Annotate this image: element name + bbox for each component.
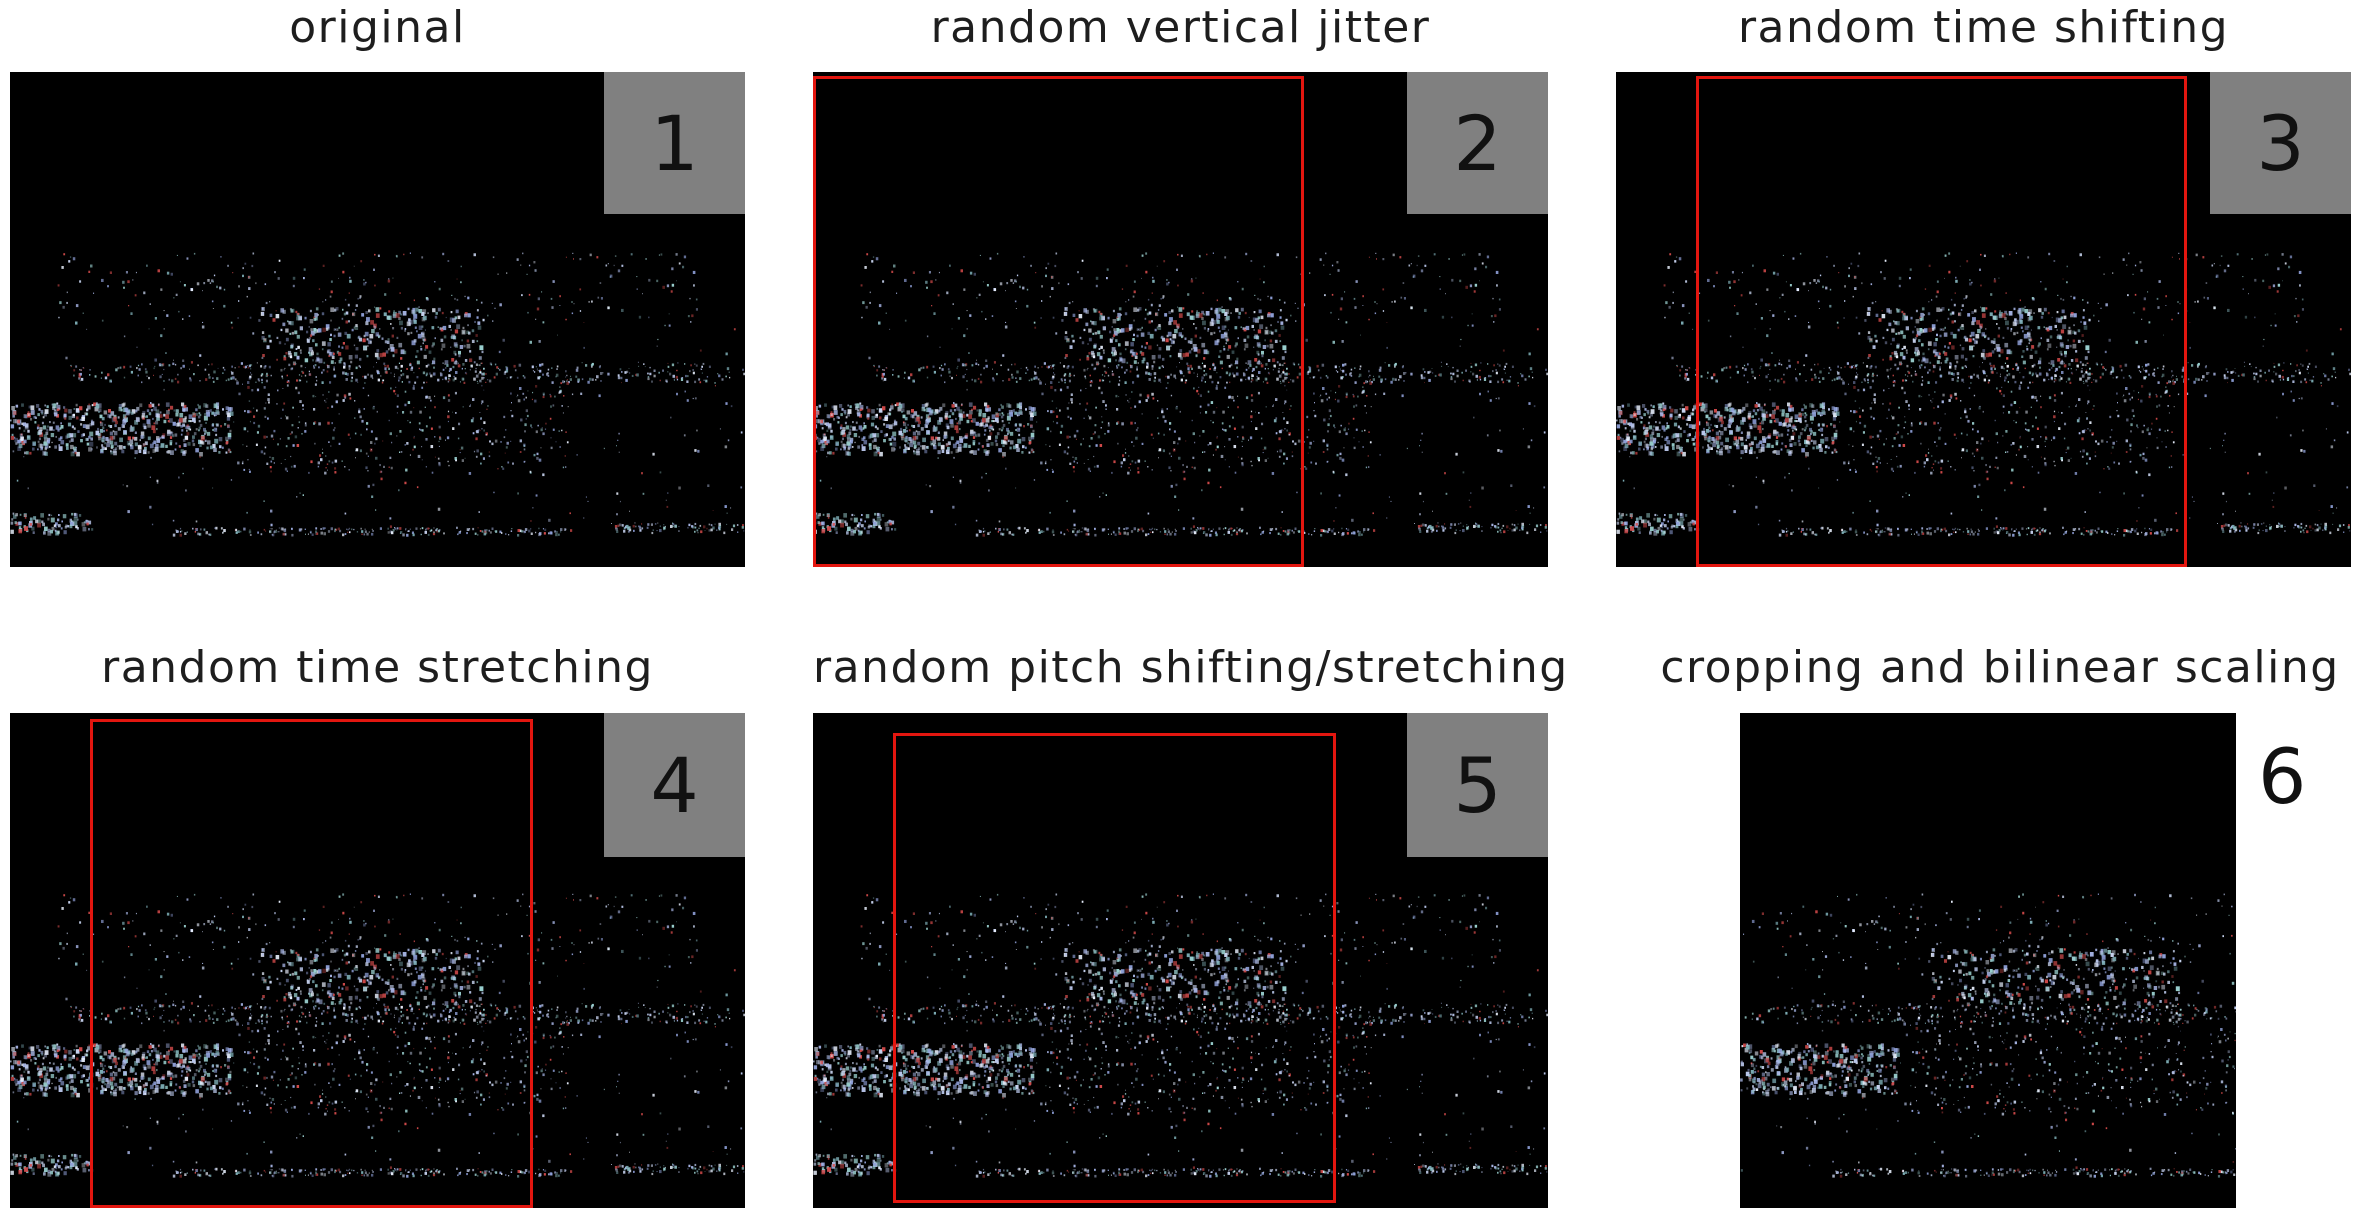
panel-number: 1 [604,72,745,214]
spectrogram-noise [10,252,745,537]
crop-box [90,719,533,1208]
spectrogram-noise [813,893,1548,1178]
spectrogram-noise [10,893,745,1178]
panel-title: original [289,2,466,53]
crop-box [813,76,1304,567]
panel-title: random time shifting [1737,2,2230,53]
panel-number: 2 [1407,72,1548,214]
spectrogram-noise [1740,893,2236,1178]
panel-number: 6 [2258,732,2307,821]
panel-number: 5 [1407,713,1548,857]
panel-title: random time stretching [101,642,654,693]
spectrogram-noise [813,252,1548,537]
crop-box [1696,76,2187,567]
panel-number: 3 [2210,72,2351,214]
panel-title: random pitch shifting/stretching [813,642,1569,693]
crop-box [893,733,1336,1203]
panel-title: random vertical jitter [930,2,1431,53]
panel-title: cropping and bilinear scaling [1660,642,2340,693]
spectrogram [1740,713,2236,1208]
spectrogram-noise [1616,252,2351,537]
panel-number: 4 [604,713,745,857]
